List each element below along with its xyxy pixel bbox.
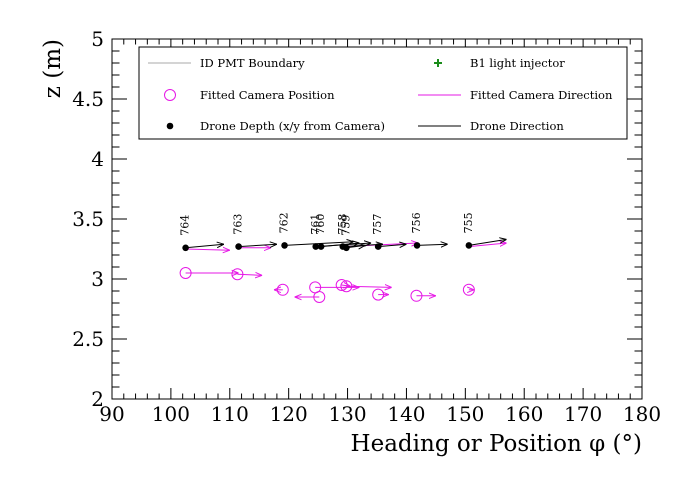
y-tick-label: 2 (91, 387, 104, 411)
y-tick-label: 3 (91, 267, 104, 291)
legend-label: B1 light injector (470, 56, 565, 70)
drone-depth-marker (343, 244, 350, 252)
drone-depth-marker (312, 243, 320, 250)
drone-depth-marker (281, 242, 288, 249)
drone-depth-marker (465, 242, 473, 249)
x-tick-label: 160 (505, 402, 543, 426)
run-number-label: 764 (179, 215, 192, 236)
camera-position-marker (335, 279, 348, 291)
run-number-label: 761 (309, 214, 322, 235)
run-number-label: 762 (278, 212, 291, 233)
legend: ID PMT Boundary B1 light injector Fitted C… (138, 46, 628, 140)
drone-depth-marker (374, 243, 382, 250)
run-number-label: 757 (371, 214, 384, 235)
x-tick-label: 140 (387, 402, 425, 426)
x-tick-label: 120 (270, 402, 308, 426)
x-tick-label: 90 (99, 402, 124, 426)
legend-box (138, 46, 628, 140)
camera-position-marker (410, 289, 423, 302)
camera-position-marker (276, 283, 289, 296)
drone-depth-marker (413, 242, 421, 249)
drone-depth-marker (317, 243, 325, 250)
camera-position-marker (372, 288, 385, 301)
legend-open-circle-symbol (164, 89, 176, 101)
run-number-label: 755 (462, 212, 475, 233)
run-number-label: 756 (410, 212, 423, 233)
legend-label: Drone Direction (470, 119, 564, 133)
camera-position-arrow (237, 274, 262, 275)
camera-position-marker (462, 283, 475, 296)
legend-label: ID PMT Boundary (200, 56, 305, 70)
camera-position-marker (340, 280, 353, 293)
x-tick-label: 110 (211, 402, 249, 426)
drone-direction-arrow (378, 244, 406, 246)
y-tick-label: 2.5 (72, 327, 104, 351)
axes: 90 100 110 120 130 140 150 160 170 180 2 2.5 3 3.5 4 4.… (40, 27, 661, 457)
x-tick-label: 170 (564, 402, 602, 426)
y-tick-label: 5 (91, 27, 104, 51)
camera-position-marker (313, 291, 326, 303)
run-number-label: 759 (339, 215, 352, 236)
camera-position-arrow (346, 286, 391, 287)
drone-direction-arrow (185, 244, 224, 249)
drone-depth-marker (235, 243, 242, 250)
run-number-label: 763 (232, 214, 245, 235)
x-axis-title: Heading or Position φ (°) (351, 431, 642, 457)
camera-position-marker (179, 267, 192, 279)
x-tick-label: 100 (152, 402, 190, 426)
run-number-label: 758 (336, 214, 349, 235)
x-tick-label: 130 (328, 402, 366, 426)
y-axis-title: z (m) (40, 39, 66, 98)
camera-direction-arrow (185, 249, 230, 250)
legend-label: Fitted Camera Direction (470, 88, 613, 102)
run-number-label: 760 (314, 214, 327, 235)
x-tick-label: 150 (446, 402, 484, 426)
x-tick-label: 180 (623, 402, 661, 426)
y-tick-label: 4 (91, 147, 104, 171)
camera-position-marker (231, 268, 244, 281)
drone-direction-arrow (284, 242, 354, 246)
drone-depth-marker (182, 244, 189, 252)
drone-direction-arrow (468, 239, 507, 246)
legend-label: Drone Depth (x/y from Camera) (200, 119, 385, 133)
y-tick-label: 4.5 (72, 87, 104, 111)
drone-direction-arrow (238, 244, 277, 246)
legend-label: Fitted Camera Position (200, 88, 335, 102)
drone-direction-arrow (417, 244, 448, 245)
legend-filled-circle-symbol (166, 122, 174, 130)
y-tick-label: 3.5 (72, 207, 104, 231)
